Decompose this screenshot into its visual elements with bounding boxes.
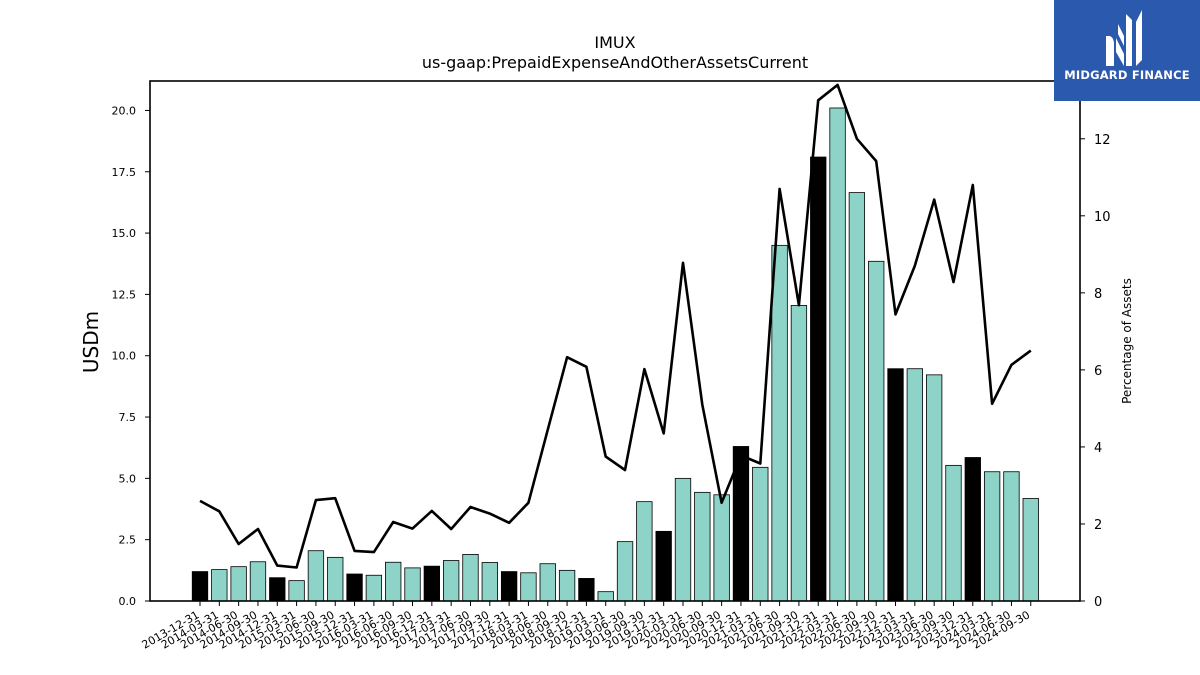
y2-tick-label: 12 (1094, 133, 1111, 148)
chart-title: IMUX (594, 33, 635, 52)
bar-2017-12-31 (500, 571, 518, 602)
bar-2014-12-31 (269, 577, 286, 602)
y2-tick-label: 8 (1094, 287, 1102, 302)
bar-2018-09-30 (558, 569, 576, 602)
y2-tick-label: 2 (1094, 518, 1102, 533)
bar-2019-12-31 (655, 530, 672, 602)
bar-series (191, 107, 1039, 602)
y2-tick-label: 0 (1094, 595, 1102, 610)
bar-2021-12-31 (810, 156, 827, 602)
y-tick-label: 10.0 (112, 350, 137, 363)
bar-2017-03-31 (443, 560, 460, 602)
bar-2021-06-30 (771, 244, 788, 602)
bar-2022-12-31 (887, 368, 904, 602)
y-tick-label: 7.5 (119, 411, 137, 424)
y2-tick-label: 10 (1094, 210, 1111, 225)
bar-2024-09-30 (1022, 498, 1039, 602)
bar-2014-06-30 (230, 566, 247, 602)
plot-frame (149, 80, 1081, 602)
bar-2019-03-31 (597, 591, 614, 602)
bar-2020-06-30 (694, 491, 711, 602)
chart-subtitle: us-gaap:PrepaidExpenseAndOtherAssetsCurr… (422, 53, 808, 72)
bar-2021-03-31 (752, 466, 769, 602)
bar-2023-12-31 (964, 457, 981, 602)
bar-2024-06-30 (1003, 471, 1020, 602)
bar-2020-03-31 (674, 477, 692, 602)
bar-2023-03-31 (906, 368, 923, 602)
y2-tick-label: 6 (1094, 364, 1102, 379)
bar-2015-03-31 (288, 580, 305, 602)
bar-2019-06-30 (616, 541, 634, 602)
y-tick-label: 20.0 (112, 104, 137, 117)
bar-2018-06-30 (539, 563, 556, 602)
bar-2018-12-31 (578, 578, 595, 602)
bar-2016-12-31 (423, 565, 440, 602)
bar-2013-12-31 (191, 571, 209, 602)
y-tick-label: 12.5 (112, 288, 137, 301)
bar-2017-09-30 (481, 562, 498, 602)
bar-2016-06-30 (385, 561, 402, 602)
midgard-logo-icon (1106, 10, 1142, 66)
bar-2014-03-31 (211, 569, 228, 602)
y2-tick-label: 4 (1094, 441, 1102, 456)
y-tick-label: 15.0 (112, 227, 137, 240)
y-tick-label: 2.5 (119, 534, 137, 547)
percentage-line (199, 83, 1032, 569)
y-tick-label: 17.5 (112, 166, 137, 179)
bar-2024-03-31 (983, 471, 1001, 602)
bar-2015-12-31 (346, 573, 363, 602)
y-tick-label: 0.0 (119, 595, 137, 608)
brand-logo: MIDGARD FINANCE (1054, 0, 1200, 101)
y2-axis-label: Percentage of Assets (1120, 278, 1134, 404)
bar-2016-09-30 (404, 567, 421, 602)
bar-2023-09-30 (945, 464, 962, 602)
left-axis: 0.0 2.5 5.0 7.5 10.0 12.5 15.0 17.5 20.0 (112, 104, 150, 608)
brand-name: MIDGARD FINANCE (1064, 68, 1190, 82)
y-tick-label: 5.0 (119, 472, 137, 485)
x-axis: 2013-12-312014-03-312014-06-302014-09-30… (140, 601, 1032, 652)
bar-2018-03-31 (520, 572, 537, 602)
bar-2016-03-31 (365, 574, 383, 602)
bar-2014-09-30 (249, 561, 267, 602)
bar-2021-09-30 (790, 305, 808, 602)
y-axis-label: USDm (79, 311, 103, 373)
bar-2022-09-30 (868, 260, 885, 602)
bar-2019-09-30 (636, 501, 653, 602)
bar-2020-09-30 (713, 494, 730, 602)
bar-2023-06-30 (926, 374, 943, 602)
bar-2015-09-30 (327, 556, 344, 602)
bar-2022-03-31 (829, 107, 846, 602)
right-axis: 0 2 4 6 8 10 12 (1080, 133, 1111, 610)
bar-2015-06-30 (307, 550, 325, 602)
bar-2022-06-30 (848, 192, 866, 602)
bar-2017-06-30 (462, 553, 479, 602)
